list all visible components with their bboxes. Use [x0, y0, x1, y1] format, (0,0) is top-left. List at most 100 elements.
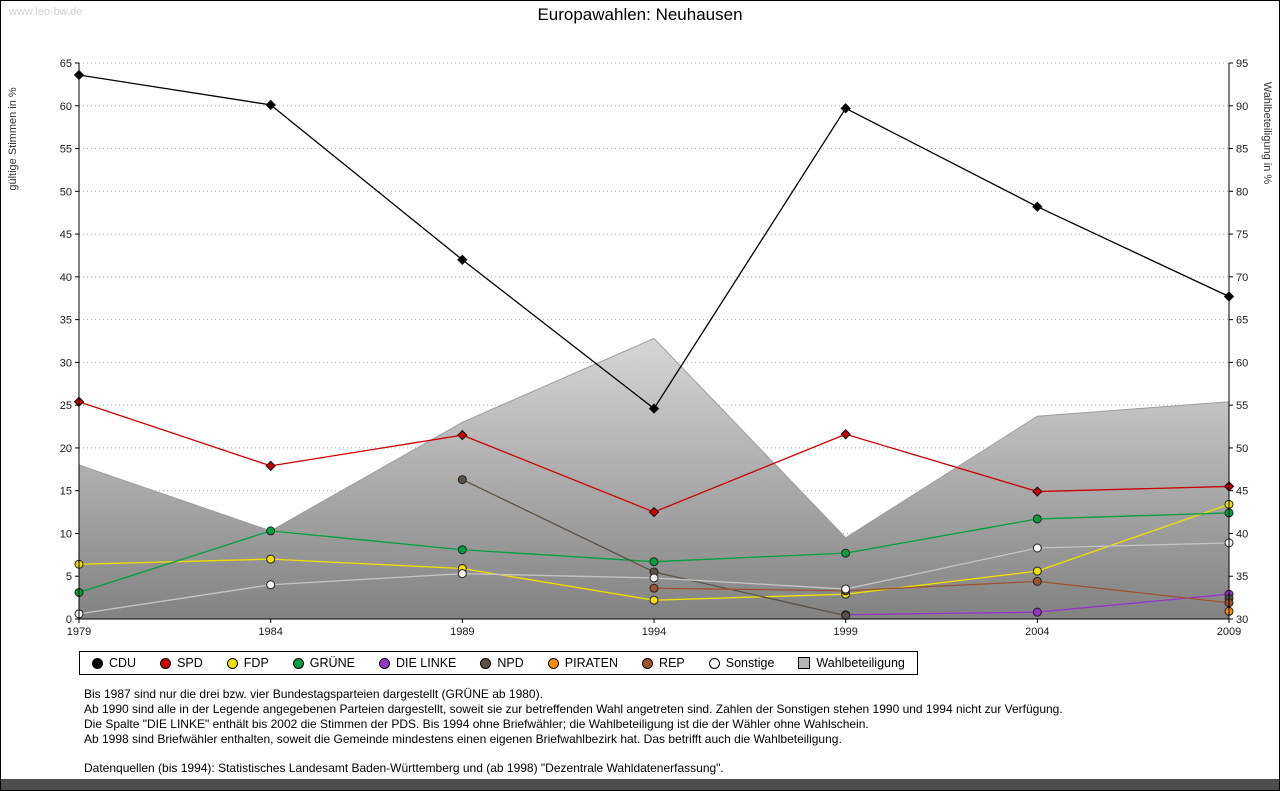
- bottom-bar: [1, 779, 1279, 790]
- y-tick-label-right: 50: [1236, 443, 1248, 455]
- series-line-DIE LINKE: [1037, 593, 1230, 613]
- x-tick-label: 1999: [833, 626, 857, 638]
- data-point-DIE LINKE: [1032, 607, 1042, 617]
- legend-swatch-icon: [292, 657, 304, 669]
- y-tick-label-left: 60: [60, 101, 72, 113]
- data-point-GRÜNE: [841, 548, 851, 558]
- series-line-GRÜNE: [270, 530, 463, 551]
- datasource-line: Datenquellen (bis 1994): Statistisches L…: [84, 761, 724, 775]
- series-line-SPD: [462, 434, 655, 513]
- data-point-SPD: [648, 506, 660, 518]
- legend-label: SPD: [177, 656, 203, 670]
- legend-swatch-icon: [160, 657, 172, 669]
- series-line-FDP: [845, 570, 1038, 595]
- y-tick-label-right: 95: [1236, 58, 1248, 70]
- legend-item-rep: REP: [642, 656, 685, 670]
- data-point-CDU: [648, 403, 660, 414]
- legend-swatch-icon: [378, 657, 390, 669]
- series-line-SPD: [1037, 485, 1230, 493]
- series-line-GRÜNE: [845, 518, 1038, 554]
- series-line-CDU: [653, 107, 847, 409]
- legend-label: CDU: [109, 656, 137, 670]
- series-line-GRÜNE: [1037, 512, 1230, 520]
- legend-label: REP: [659, 656, 685, 670]
- y-tick-label-right: 30: [1236, 614, 1248, 626]
- y-tick-label-right: 65: [1236, 315, 1248, 327]
- legend-item-npd: NPD: [480, 656, 524, 670]
- data-point-FDP: [1032, 566, 1042, 576]
- y-tick-label-right: 85: [1236, 144, 1248, 156]
- series-line-FDP: [270, 558, 463, 570]
- y-tick-label-left: 5: [66, 571, 72, 583]
- legend-item-wahlbeteiligung: Wahlbeteiligung: [798, 656, 905, 670]
- data-point-NPD: [841, 611, 851, 621]
- series-line-Sonstige: [270, 573, 463, 586]
- y-tick-label-right: 35: [1236, 571, 1248, 583]
- x-tick-label: 1989: [450, 626, 474, 638]
- y-tick-label-left: 45: [60, 229, 72, 241]
- legend-swatch-icon: [798, 657, 811, 669]
- data-point-SPD: [457, 429, 468, 441]
- footnote-line: Bis 1987 sind nur die drei bzw. vier Bun…: [84, 687, 543, 701]
- legend-swatch-icon: [708, 657, 720, 669]
- series-line-FDP: [1037, 503, 1230, 572]
- x-tick-label: 1984: [258, 626, 282, 638]
- legend-swatch-icon: [92, 657, 103, 669]
- data-point-Sonstige: [841, 584, 851, 594]
- page-title: Europawahlen: Neuhausen: [537, 5, 743, 24]
- legend-label: FDP: [243, 656, 269, 670]
- series-line-CDU: [1037, 206, 1230, 298]
- y-tick-label-right: 60: [1236, 357, 1248, 369]
- x-tick-label: 1979: [67, 626, 91, 638]
- legend-label: Sonstige: [725, 656, 775, 670]
- y-tick-label-left: 35: [60, 315, 72, 327]
- wahlbeteiligung-area: [79, 338, 1229, 619]
- legend-swatch-icon: [642, 657, 654, 669]
- data-point-FDP: [649, 595, 659, 605]
- y-tick-label-left: 10: [60, 528, 72, 540]
- data-point-SPD: [1032, 486, 1043, 497]
- data-point-REP: [1032, 576, 1042, 586]
- y-tick-label-right: 55: [1236, 400, 1248, 412]
- legend-item-spd: SPD: [160, 656, 203, 670]
- series-line-SPD: [78, 401, 271, 467]
- legend-label: NPD: [497, 656, 524, 670]
- legend-item-die-linke: DIE LINKE: [378, 656, 457, 670]
- y-tick-label-right: 45: [1236, 486, 1248, 498]
- footnote-line: Ab 1998 sind Briefwähler enthalten, sowe…: [84, 732, 842, 746]
- data-point-CDU: [1032, 201, 1043, 212]
- series-line-REP: [845, 580, 1038, 592]
- legend-label: GRÜNE: [309, 656, 355, 670]
- series-line-SPD: [270, 434, 463, 467]
- x-tick-label: 2009: [1217, 626, 1241, 638]
- x-tick-label: 2004: [1025, 626, 1049, 638]
- legend-swatch-icon: [226, 657, 238, 669]
- data-point-SPD: [840, 429, 851, 440]
- series-line-CDU: [461, 259, 655, 410]
- legend-item-piraten: PIRATEN: [547, 656, 619, 670]
- footnotes: Bis 1987 sind nur die drei bzw. vier Bun…: [84, 687, 1063, 776]
- data-point-GRÜNE: [649, 557, 659, 567]
- legend-label: PIRATEN: [564, 656, 619, 670]
- series-line-REP: [1037, 580, 1230, 604]
- y-tick-label-left: 15: [60, 486, 72, 498]
- data-point-Sonstige: [649, 573, 659, 583]
- y-tick-label-left: 50: [60, 186, 72, 198]
- y-tick-label-left: 20: [60, 443, 72, 455]
- series-line-NPD: [462, 478, 655, 573]
- series-line-Sonstige: [653, 577, 846, 590]
- data-point-GRÜNE: [266, 526, 276, 536]
- legend-item-fdp: FDP: [226, 656, 269, 670]
- data-point-CDU: [457, 254, 468, 265]
- data-point-CDU: [840, 103, 851, 114]
- y-tick-label-right: 40: [1236, 528, 1248, 540]
- chart-legend: CDU SPD FDP GRÜNE DIE LINKE NPD PIRATEN REP Sons…: [79, 651, 918, 675]
- series-line-GRÜNE: [78, 530, 271, 594]
- data-point-Sonstige: [1032, 543, 1042, 553]
- data-point-REP: [649, 583, 659, 593]
- series-line-SPD: [845, 433, 1038, 493]
- y-tick-label-left: 0: [66, 614, 72, 626]
- series-line-CDU: [78, 74, 271, 106]
- legend-label: DIE LINKE: [395, 656, 457, 670]
